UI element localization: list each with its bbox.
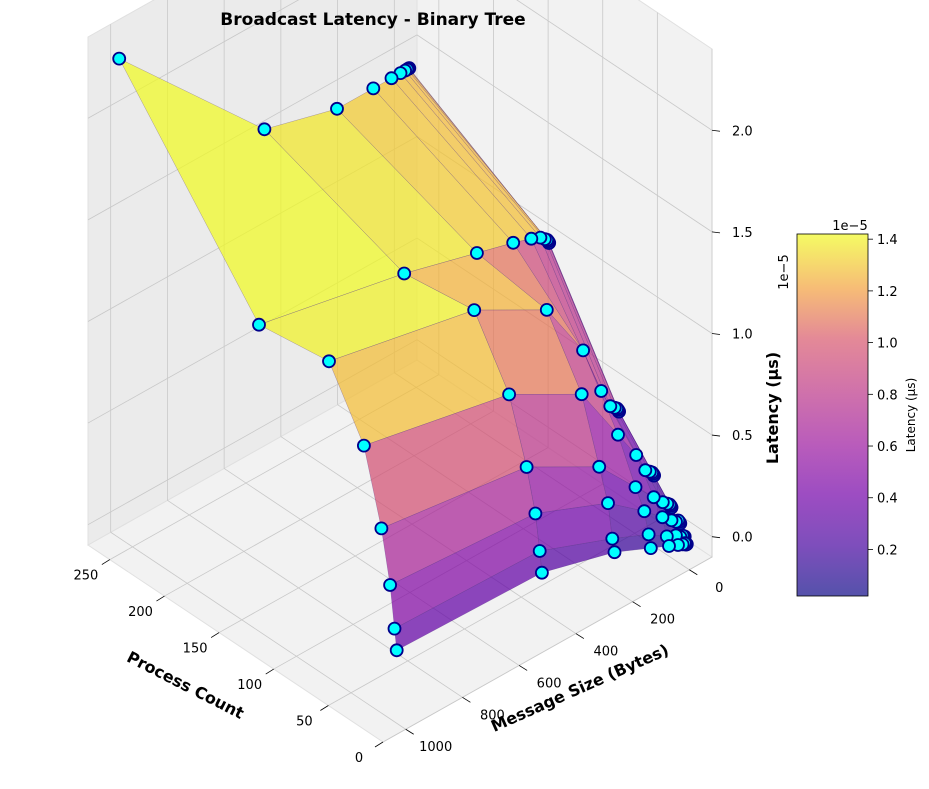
data-point: [519, 460, 534, 474]
y-tick-mark: [689, 569, 698, 576]
grid-z-right: [416, 34, 713, 233]
colorbar-label: Latency (μs): [904, 378, 918, 453]
y-tick-label: 0: [715, 581, 723, 596]
x-tick-label: 250: [73, 569, 98, 584]
y-tick-mark: [405, 728, 414, 735]
colorbar-tick-label: 0.8: [877, 388, 898, 403]
data-point: [638, 463, 653, 478]
data-point: [574, 387, 589, 402]
data-point: [467, 303, 482, 318]
x-tick-label: 200: [128, 605, 153, 620]
data-point: [646, 490, 661, 505]
data-point: [257, 122, 272, 137]
z-axis-offset-label: 1e−5: [777, 254, 792, 289]
data-point: [397, 266, 412, 281]
data-point: [603, 399, 618, 414]
z-tick-mark: [711, 129, 721, 132]
data-point: [469, 246, 484, 260]
chart-title: Broadcast Latency - Binary Tree: [220, 10, 525, 30]
z-tick-label: 1.5: [732, 226, 753, 241]
z-tick-mark: [711, 333, 721, 335]
data-point: [607, 545, 622, 560]
y-tick-mark: [632, 601, 641, 607]
x-tick-mark: [265, 668, 274, 675]
z-tick-mark: [711, 434, 721, 437]
data-point: [535, 565, 549, 580]
y-tick-mark: [575, 633, 585, 639]
axis-ticks: 0 50 100 150 200 250 0 200 400 600 800 1000 0.0 0.5 1.…: [73, 124, 752, 766]
data-point: [330, 101, 344, 116]
data-point: [366, 81, 381, 96]
data-point: [629, 448, 644, 462]
colorbar-tick-label: 0.2: [877, 544, 898, 559]
colorbar-tick-label: 1.0: [877, 337, 898, 352]
y-tick-label: 600: [537, 676, 562, 691]
z-tick-label: 0.0: [732, 531, 753, 546]
data-point: [389, 643, 404, 658]
x-tick-label: 50: [296, 715, 313, 730]
data-point: [384, 71, 399, 86]
x-tick-mark: [101, 559, 111, 565]
z-tick-label: 2.0: [732, 124, 753, 139]
colorbar-gradient: [796, 233, 869, 597]
data-point: [528, 506, 543, 521]
data-point: [643, 541, 658, 555]
data-point: [662, 539, 676, 553]
data-point: [322, 354, 336, 369]
data-point: [387, 621, 402, 636]
data-point: [539, 302, 554, 317]
y-tick-label: 200: [650, 613, 675, 628]
data-point: [641, 527, 656, 542]
x-tick-label: 100: [237, 678, 262, 693]
colorbar-offset-label: 1e−5: [832, 219, 867, 234]
colorbar: 1e−5 Latency (μs) 0.2 0.4 0.6 0.8 1.0 1.2 1.4: [796, 219, 918, 597]
colorbar-tick-label: 0.6: [877, 440, 898, 455]
grid-y-floor: [110, 531, 406, 730]
x-tick-label: 150: [183, 642, 208, 657]
x-axis-label: Process Count: [124, 647, 248, 723]
grid-y-floor: [167, 500, 463, 698]
z-tick-label: 1.0: [732, 328, 753, 343]
x-tick-label: 0: [355, 751, 363, 766]
data-point: [252, 317, 266, 332]
data-point: [374, 521, 389, 536]
data-markers: [112, 51, 694, 658]
data-point: [502, 387, 517, 402]
colorbar-tick-label: 1.4: [877, 233, 898, 248]
data-point: [601, 496, 615, 511]
data-point: [655, 510, 670, 525]
y-tick-mark: [518, 665, 528, 671]
x-tick-mark: [210, 632, 220, 638]
data-point: [592, 459, 607, 474]
data-point: [594, 384, 609, 398]
x-tick-mark: [374, 741, 384, 748]
y-tick-mark: [462, 697, 471, 703]
grid-z-right: [516, 0, 713, 131]
z-axis-label: Latency (μs): [763, 352, 782, 464]
data-point: [524, 231, 539, 246]
x-tick-mark: [320, 705, 329, 711]
z-tick-mark: [711, 536, 721, 539]
data-point: [506, 235, 521, 250]
grid-x-floor: [382, 556, 713, 743]
colorbar-tick-label: 1.2: [877, 285, 898, 300]
grid-y-floor: [223, 468, 520, 666]
y-tick-label: 800: [480, 708, 505, 723]
data-point: [532, 544, 547, 558]
data-point: [605, 531, 620, 546]
data-point: [628, 480, 643, 495]
data-point: [611, 427, 625, 442]
data-point: [356, 438, 371, 453]
y-tick-label: 400: [593, 645, 618, 660]
x-tick-mark: [156, 595, 165, 602]
data-point: [112, 51, 127, 66]
colorbar-tick-label: 0.4: [877, 492, 898, 507]
data-point: [637, 504, 652, 519]
z-tick-label: 0.5: [732, 429, 753, 444]
data-point: [576, 343, 590, 358]
y-tick-label: 1000: [419, 740, 452, 755]
z-tick-mark: [711, 231, 721, 234]
data-point: [383, 578, 398, 592]
